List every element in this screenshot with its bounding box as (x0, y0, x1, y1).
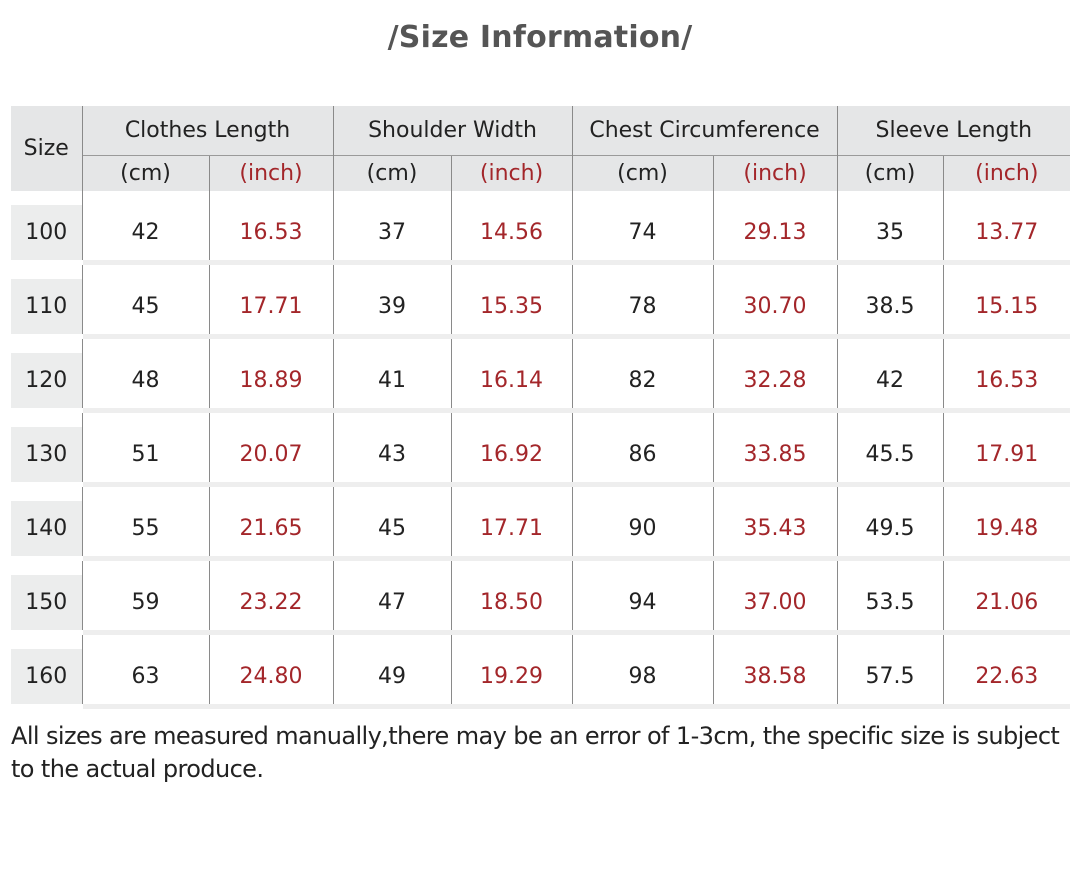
clothes-length-cm-cell: 51 (81, 427, 209, 487)
chest-cm-cell: 74 (571, 205, 714, 265)
clothes-length-inch-cell: 17.71 (208, 279, 334, 339)
clothes-length-inch-cell: 16.53 (208, 205, 334, 265)
sleeve-length-inch-cell: 17.91 (942, 427, 1071, 487)
chest-circumference-header: Chest Circumference (571, 106, 838, 156)
size-column-header: Size (11, 106, 82, 191)
sleeve-length-inch-cell: 22.63 (942, 649, 1071, 709)
shoulder-width-cm-cell: 49 (332, 649, 452, 709)
shoulder-width-cm-cell: 43 (332, 427, 452, 487)
unit-cm-header: (cm) (81, 155, 209, 191)
unit-inch-header: (inch) (450, 155, 573, 191)
unit-inch-header: (inch) (712, 155, 838, 191)
clothes-length-inch-cell: 21.65 (208, 501, 334, 561)
chest-cm-cell: 98 (571, 649, 714, 709)
shoulder-width-cm-cell: 47 (332, 575, 452, 635)
clothes-length-cm-cell: 59 (81, 575, 209, 635)
sleeve-length-cm-cell: 42 (836, 353, 944, 413)
unit-cm-header: (cm) (332, 155, 452, 191)
chest-inch-cell: 32.28 (712, 353, 838, 413)
size-cell: 140 (11, 501, 82, 561)
table-row: 160 63 24.80 49 19.29 98 38.58 57.5 22.6… (11, 649, 1071, 709)
shoulder-width-inch-cell: 19.29 (450, 649, 573, 709)
size-table: Size Clothes Length Shoulder Width Chest… (11, 106, 1071, 709)
shoulder-width-inch-cell: 17.71 (450, 501, 573, 561)
table-row: 120 48 18.89 41 16.14 82 32.28 42 16.53 (11, 353, 1071, 413)
clothes-length-cm-cell: 63 (81, 649, 209, 709)
unit-inch-header: (inch) (942, 155, 1071, 191)
table-row: 100 42 16.53 37 14.56 74 29.13 35 13.77 (11, 205, 1071, 265)
sleeve-length-inch-cell: 16.53 (942, 353, 1071, 413)
chest-inch-cell: 35.43 (712, 501, 838, 561)
sleeve-length-cm-cell: 38.5 (836, 279, 944, 339)
clothes-length-cm-cell: 42 (81, 205, 209, 265)
chest-inch-cell: 37.00 (712, 575, 838, 635)
shoulder-width-cm-cell: 41 (332, 353, 452, 413)
chest-cm-cell: 82 (571, 353, 714, 413)
clothes-length-inch-cell: 24.80 (208, 649, 334, 709)
cropped-title-graphic (360, 0, 720, 6)
chest-inch-cell: 33.85 (712, 427, 838, 487)
size-cell: 130 (11, 427, 82, 487)
clothes-length-cm-cell: 45 (81, 279, 209, 339)
clothes-length-inch-cell: 23.22 (208, 575, 334, 635)
shoulder-width-cm-cell: 39 (332, 279, 452, 339)
clothes-length-cm-cell: 48 (81, 353, 209, 413)
chest-cm-cell: 90 (571, 501, 714, 561)
size-cell: 100 (11, 205, 82, 265)
clothes-length-header: Clothes Length (81, 106, 334, 156)
chest-cm-cell: 86 (571, 427, 714, 487)
shoulder-width-inch-cell: 16.92 (450, 427, 573, 487)
measurement-note: All sizes are measured manually,there ma… (11, 722, 1060, 783)
page-subtitle: /Size Information/ (387, 20, 693, 55)
shoulder-width-inch-cell: 15.35 (450, 279, 573, 339)
shoulder-width-inch-cell: 16.14 (450, 353, 573, 413)
chest-cm-cell: 94 (571, 575, 714, 635)
shoulder-width-inch-cell: 18.50 (450, 575, 573, 635)
size-cell: 150 (11, 575, 82, 635)
sleeve-length-cm-cell: 57.5 (836, 649, 944, 709)
shoulder-width-header: Shoulder Width (332, 106, 573, 156)
size-cell: 110 (11, 279, 82, 339)
sleeve-length-inch-cell: 21.06 (942, 575, 1071, 635)
clothes-length-inch-cell: 20.07 (208, 427, 334, 487)
sleeve-length-inch-cell: 19.48 (942, 501, 1071, 561)
shoulder-width-cm-cell: 37 (332, 205, 452, 265)
sleeve-length-cm-cell: 45.5 (836, 427, 944, 487)
sleeve-length-cm-cell: 35 (836, 205, 944, 265)
sleeve-length-inch-cell: 13.77 (942, 205, 1071, 265)
chest-inch-cell: 30.70 (712, 279, 838, 339)
sleeve-length-cm-cell: 53.5 (836, 575, 944, 635)
table-row: 110 45 17.71 39 15.35 78 30.70 38.5 15.1… (11, 279, 1071, 339)
unit-cm-header: (cm) (836, 155, 944, 191)
sleeve-length-cm-cell: 49.5 (836, 501, 944, 561)
shoulder-width-inch-cell: 14.56 (450, 205, 573, 265)
chest-cm-cell: 78 (571, 279, 714, 339)
chest-inch-cell: 38.58 (712, 649, 838, 709)
unit-inch-header: (inch) (208, 155, 334, 191)
chest-inch-cell: 29.13 (712, 205, 838, 265)
clothes-length-inch-cell: 18.89 (208, 353, 334, 413)
table-row: 150 59 23.22 47 18.50 94 37.00 53.5 21.0… (11, 575, 1071, 635)
unit-cm-header: (cm) (571, 155, 714, 191)
size-cell: 160 (11, 649, 82, 709)
table-row: 140 55 21.65 45 17.71 90 35.43 49.5 19.4… (11, 501, 1071, 561)
sleeve-length-header: Sleeve Length (836, 106, 1071, 156)
shoulder-width-cm-cell: 45 (332, 501, 452, 561)
clothes-length-cm-cell: 55 (81, 501, 209, 561)
table-row: 130 51 20.07 43 16.92 86 33.85 45.5 17.9… (11, 427, 1071, 487)
size-cell: 120 (11, 353, 82, 413)
sleeve-length-inch-cell: 15.15 (942, 279, 1071, 339)
